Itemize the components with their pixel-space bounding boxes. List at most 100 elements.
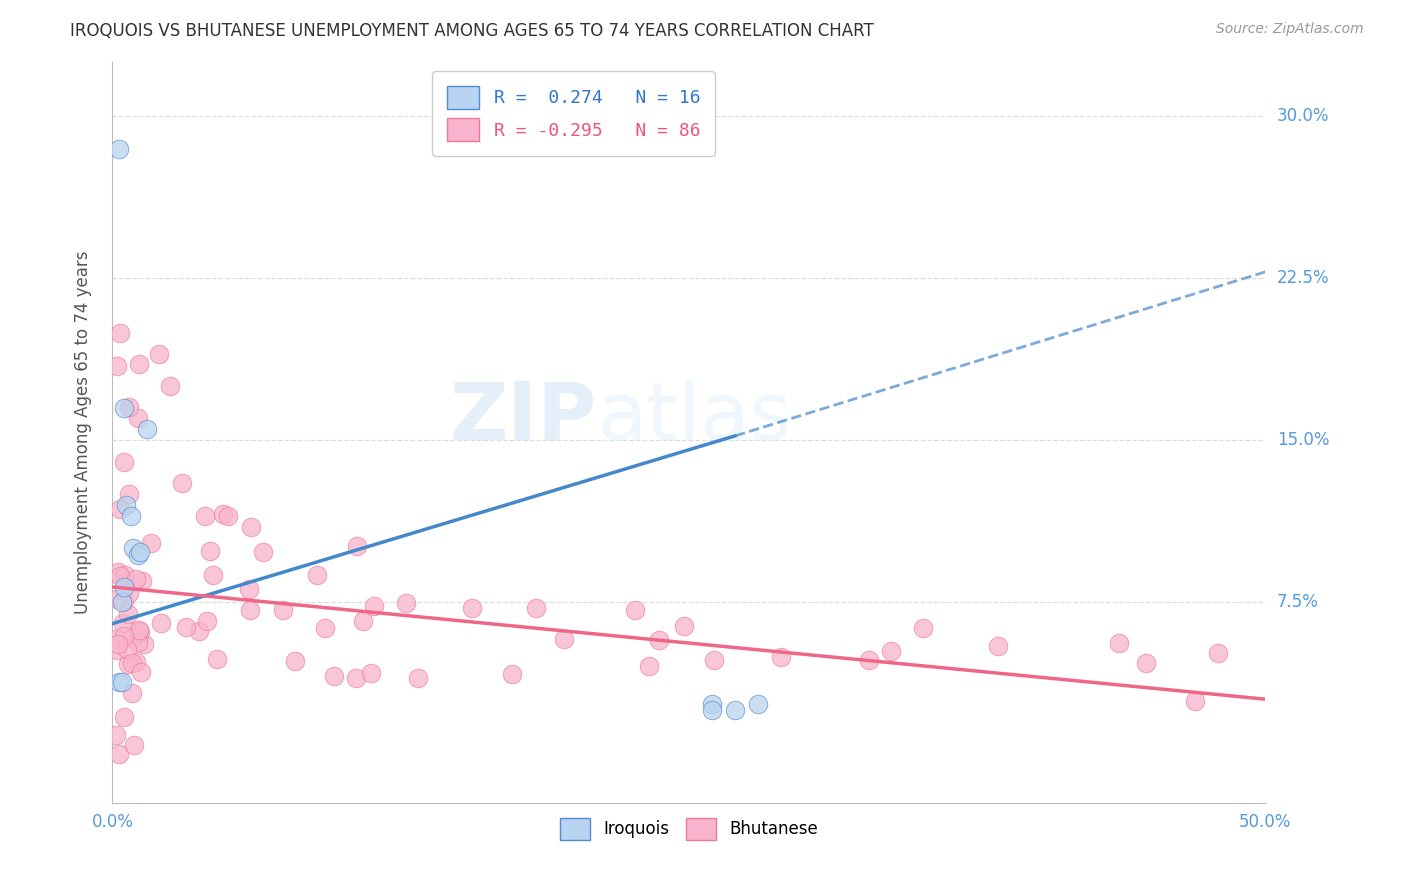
Point — [149, 615, 172, 630]
Point — [134, 637, 156, 651]
Point — [198, 543, 221, 558]
Point — [112, 580, 135, 594]
Point — [170, 476, 193, 491]
Point — [352, 615, 374, 629]
Point — [111, 674, 134, 689]
Point — [217, 508, 239, 523]
Point — [108, 501, 131, 516]
Point — [1206, 646, 1229, 660]
Text: ZIP: ZIP — [450, 379, 596, 457]
Text: 22.5%: 22.5% — [1277, 269, 1330, 287]
Point — [105, 632, 128, 647]
Point — [672, 619, 695, 633]
Point — [205, 651, 228, 665]
Point — [360, 665, 382, 680]
Point — [238, 582, 260, 596]
Point — [115, 642, 138, 657]
Point — [127, 548, 149, 562]
Point — [239, 519, 262, 533]
Point — [271, 603, 294, 617]
Point — [637, 659, 659, 673]
Point — [118, 401, 141, 415]
Point — [187, 624, 209, 638]
Point — [117, 607, 139, 621]
Text: 7.5%: 7.5% — [1277, 593, 1319, 611]
Point — [131, 574, 153, 588]
Legend: Iroquois, Bhutanese: Iroquois, Bhutanese — [553, 812, 825, 847]
Point — [344, 671, 367, 685]
Point — [202, 567, 225, 582]
Point — [252, 545, 274, 559]
Point — [128, 624, 150, 638]
Text: Source: ZipAtlas.com: Source: ZipAtlas.com — [1216, 22, 1364, 37]
Text: atlas: atlas — [596, 379, 792, 457]
Point — [1135, 657, 1157, 671]
Point — [195, 614, 218, 628]
Point — [129, 545, 152, 559]
Text: 30.0%: 30.0% — [1277, 107, 1330, 126]
Point — [700, 703, 723, 717]
Point — [112, 401, 135, 415]
Point — [107, 637, 129, 651]
Point — [139, 536, 162, 550]
Point — [461, 601, 484, 615]
Point — [769, 649, 792, 664]
Point — [114, 568, 136, 582]
Point — [118, 487, 141, 501]
Point — [122, 541, 145, 555]
Point — [112, 455, 135, 469]
Point — [121, 656, 143, 670]
Point — [110, 569, 132, 583]
Point — [395, 596, 418, 610]
Point — [131, 665, 153, 680]
Point — [110, 326, 132, 340]
Point — [111, 595, 134, 609]
Point — [987, 639, 1010, 653]
Point — [553, 632, 575, 646]
Text: 15.0%: 15.0% — [1277, 431, 1330, 450]
Point — [128, 623, 150, 637]
Point — [346, 539, 368, 553]
Text: IROQUOIS VS BHUTANESE UNEMPLOYMENT AMONG AGES 65 TO 74 YEARS CORRELATION CHART: IROQUOIS VS BHUTANESE UNEMPLOYMENT AMONG… — [70, 22, 875, 40]
Y-axis label: Unemployment Among Ages 65 to 74 years: Unemployment Among Ages 65 to 74 years — [73, 251, 91, 615]
Point — [118, 586, 141, 600]
Point — [105, 359, 128, 373]
Point — [112, 594, 135, 608]
Point — [112, 710, 135, 724]
Point — [111, 615, 134, 630]
Point — [127, 411, 149, 425]
Point — [1108, 636, 1130, 650]
Point — [703, 653, 725, 667]
Point — [120, 508, 142, 523]
Point — [108, 674, 131, 689]
Point — [107, 565, 129, 579]
Point — [128, 357, 150, 371]
Point — [122, 738, 145, 752]
Point — [239, 602, 262, 616]
Point — [858, 653, 880, 667]
Point — [104, 728, 127, 742]
Point — [880, 643, 903, 657]
Point — [305, 567, 328, 582]
Point — [363, 599, 385, 613]
Point — [322, 669, 344, 683]
Point — [121, 686, 143, 700]
Point — [121, 631, 143, 645]
Point — [148, 347, 170, 361]
Point — [1184, 693, 1206, 707]
Point — [108, 747, 131, 762]
Point — [174, 620, 197, 634]
Point — [124, 655, 146, 669]
Point — [159, 379, 181, 393]
Point — [194, 508, 217, 523]
Point — [108, 142, 131, 156]
Point — [127, 635, 149, 649]
Point — [624, 603, 647, 617]
Point — [648, 632, 671, 647]
Point — [115, 498, 138, 512]
Point — [406, 671, 429, 685]
Point — [700, 697, 723, 711]
Point — [747, 697, 769, 711]
Point — [112, 629, 135, 643]
Point — [211, 507, 233, 521]
